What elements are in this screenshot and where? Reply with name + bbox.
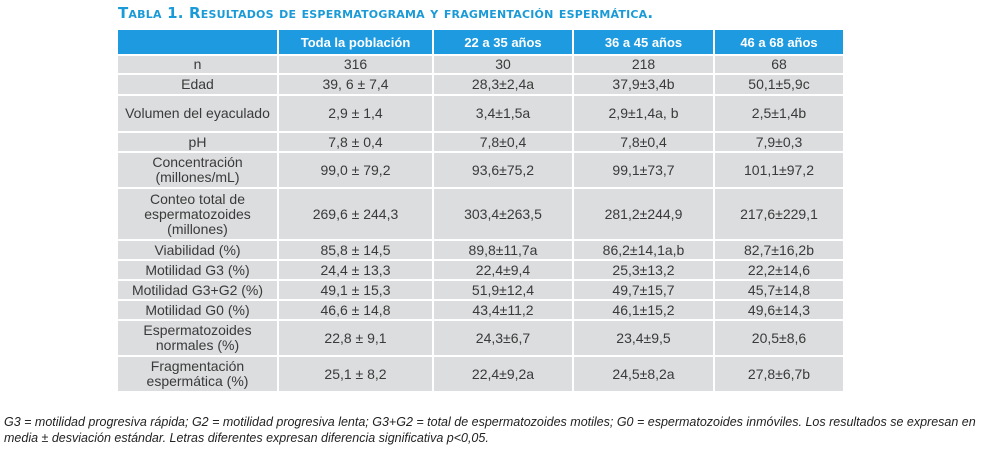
row-label: pH	[118, 131, 277, 151]
row-label: Motilidad G3 (%)	[118, 259, 277, 279]
table-cell: 22,8 ± 9,1	[277, 319, 432, 355]
header-row: Toda la población 22 a 35 años 36 a 45 a…	[118, 30, 843, 54]
row-label: Volumen del eyaculado	[118, 94, 277, 131]
table-row: Motilidad G0 (%) 46,6 ± 14,8 43,4±11,2 46,1…	[118, 299, 843, 319]
table-cell: 85,8 ± 14,5	[277, 239, 432, 259]
table-row: pH 7,8 ± 0,4 7,8±0,4 7,8±0,4 7,9±0,3	[118, 131, 843, 151]
table-cell: 7,8±0,4	[432, 131, 572, 151]
table-cell: 43,4±11,2	[432, 299, 572, 319]
table-cell: 281,2±244,9	[572, 187, 713, 239]
table-title: Tabla 1. Resultados de espermatograma y …	[118, 4, 654, 22]
column-header: 22 a 35 años	[432, 30, 572, 54]
row-label: Espermatozoides normales (%)	[118, 319, 277, 355]
row-label: Viabilidad (%)	[118, 239, 277, 259]
table-row: Concentración (millones/mL) 99,0 ± 79,2 93…	[118, 151, 843, 187]
column-header: Toda la población	[277, 30, 432, 54]
table-cell: 22,2±14,6	[713, 259, 843, 279]
table-cell: 37,9±3,4b	[572, 73, 713, 94]
table-cell: 45,7±14,8	[713, 279, 843, 299]
table-cell: 39, 6 ± 7,4	[277, 73, 432, 94]
table-cell: 93,6±75,2	[432, 151, 572, 187]
table-row: Fragmentación espermática (%) 25,1 ± 8,2 2…	[118, 355, 843, 391]
table-cell: 25,3±13,2	[572, 259, 713, 279]
table-cell: 25,1 ± 8,2	[277, 355, 432, 391]
table-row: Volumen del eyaculado 2,9 ± 1,4 3,4±1,5a 2,…	[118, 94, 843, 131]
row-label: n	[118, 54, 277, 73]
table-cell: 89,8±11,7a	[432, 239, 572, 259]
table-row: Motilidad G3 (%) 24,4 ± 13,3 22,4±9,4 25,3±…	[118, 259, 843, 279]
table-cell: 46,1±15,2	[572, 299, 713, 319]
table-cell: 269,6 ± 244,3	[277, 187, 432, 239]
table-row: Espermatozoides normales (%) 22,8 ± 9,1 24…	[118, 319, 843, 355]
table-cell: 30	[432, 54, 572, 73]
table-cell: 51,9±12,4	[432, 279, 572, 299]
table-cell: 49,6±14,3	[713, 299, 843, 319]
table-cell: 86,2±14,1a,b	[572, 239, 713, 259]
column-header	[118, 30, 277, 54]
table-cell: 101,1±97,2	[713, 151, 843, 187]
table-row: n 316 30 218 68	[118, 54, 843, 73]
table-cell: 28,3±2,4a	[432, 73, 572, 94]
table-cell: 217,6±229,1	[713, 187, 843, 239]
table-cell: 7,8 ± 0,4	[277, 131, 432, 151]
row-label: Edad	[118, 73, 277, 94]
row-label: Motilidad G3+G2 (%)	[118, 279, 277, 299]
row-label: Fragmentación espermática (%)	[118, 355, 277, 391]
table-cell: 24,4 ± 13,3	[277, 259, 432, 279]
table-row: Motilidad G3+G2 (%) 49,1 ± 15,3 51,9±12,4 4…	[118, 279, 843, 299]
table-cell: 3,4±1,5a	[432, 94, 572, 131]
table-row: Edad 39, 6 ± 7,4 28,3±2,4a 37,9±3,4b 50,1±5,…	[118, 73, 843, 94]
row-label: Concentración (millones/mL)	[118, 151, 277, 187]
table-row: Viabilidad (%) 85,8 ± 14,5 89,8±11,7a 86,2±…	[118, 239, 843, 259]
footnote: G3 = motilidad progresiva rápida; G2 = m…	[4, 415, 976, 445]
table-cell: 24,3±6,7	[432, 319, 572, 355]
table-cell: 2,5±1,4b	[713, 94, 843, 131]
table-cell: 7,9±0,3	[713, 131, 843, 151]
table-cell: 20,5±8,6	[713, 319, 843, 355]
table-cell: 49,1 ± 15,3	[277, 279, 432, 299]
table-cell: 82,7±16,2b	[713, 239, 843, 259]
table-cell: 218	[572, 54, 713, 73]
table-cell: 23,4±9,5	[572, 319, 713, 355]
table-cell: 49,7±15,7	[572, 279, 713, 299]
table-cell: 7,8±0,4	[572, 131, 713, 151]
table-cell: 303,4±263,5	[432, 187, 572, 239]
results-table: Toda la población 22 a 35 años 36 a 45 a…	[118, 30, 843, 391]
table-cell: 27,8±6,7b	[713, 355, 843, 391]
table-cell: 99,0 ± 79,2	[277, 151, 432, 187]
table-cell: 24,5±8,2a	[572, 355, 713, 391]
column-header: 46 a 68 años	[713, 30, 843, 54]
table-row: Conteo total de espermatozoides (millone…	[118, 187, 843, 239]
table-cell: 46,6 ± 14,8	[277, 299, 432, 319]
column-header: 36 a 45 años	[572, 30, 713, 54]
row-label: Conteo total de espermatozoides (millone…	[118, 187, 277, 239]
row-label: Motilidad G0 (%)	[118, 299, 277, 319]
table-cell: 2,9 ± 1,4	[277, 94, 432, 131]
table-cell: 2,9±1,4a, b	[572, 94, 713, 131]
table-cell: 22,4±9,2a	[432, 355, 572, 391]
table-cell: 22,4±9,4	[432, 259, 572, 279]
table-cell: 68	[713, 54, 843, 73]
table-cell: 50,1±5,9c	[713, 73, 843, 94]
table-cell: 99,1±73,7	[572, 151, 713, 187]
table-cell: 316	[277, 54, 432, 73]
